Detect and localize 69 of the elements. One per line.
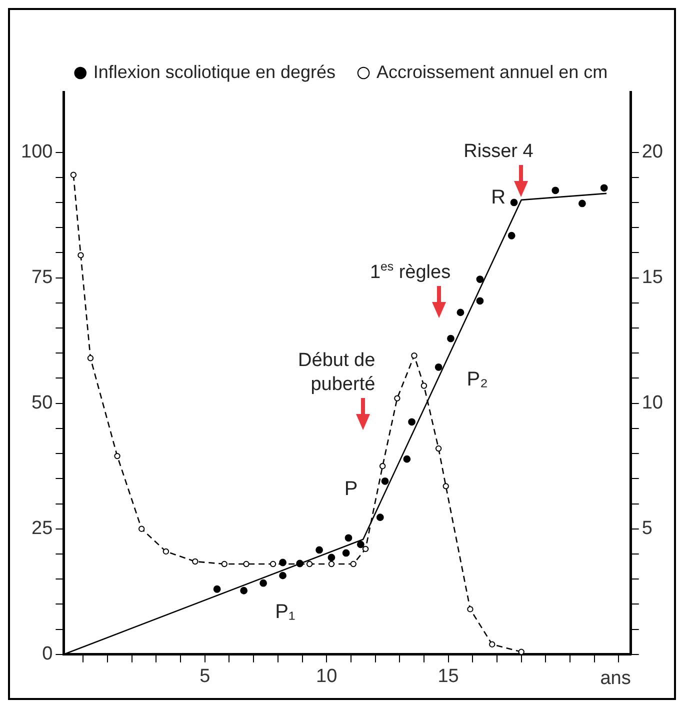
y2-tick-label: 20 — [642, 141, 664, 162]
point — [350, 560, 356, 568]
y-tick-label: 50 — [32, 392, 53, 414]
y-tick-label: 25 — [32, 518, 53, 540]
y-tick-label: 75 — [32, 267, 53, 288]
point — [342, 549, 350, 557]
point — [260, 579, 268, 587]
x-tick-label: 10 — [316, 666, 338, 688]
y2-tick-label: 10 — [642, 392, 664, 414]
point — [221, 560, 228, 568]
point — [243, 560, 250, 568]
point — [476, 297, 484, 305]
point — [192, 558, 198, 565]
y-tick-label: 0 — [42, 644, 53, 665]
point — [403, 455, 411, 463]
point — [376, 514, 384, 522]
point — [394, 395, 400, 402]
legend-label: Accroissement annuel en cm — [376, 62, 608, 82]
point — [420, 382, 428, 389]
point — [279, 572, 286, 580]
point — [456, 308, 464, 316]
legend-label: Inflexion scoliotique en degrés — [93, 62, 336, 82]
point — [476, 276, 484, 283]
point — [411, 352, 418, 359]
point — [381, 477, 389, 485]
point — [114, 452, 120, 460]
y-tick-label: 100 — [21, 141, 53, 162]
point — [489, 641, 496, 648]
point — [328, 554, 336, 562]
point — [552, 186, 560, 194]
point — [306, 560, 313, 568]
annotation: Début de puberté — [298, 350, 376, 395]
point — [508, 232, 516, 240]
annotation: P₂ — [466, 368, 488, 391]
point — [70, 172, 77, 178]
point — [467, 606, 474, 612]
y2-tick-label: 15 — [642, 267, 664, 288]
point — [434, 363, 442, 371]
x-axis-title: ans — [600, 668, 631, 689]
annotation: R — [491, 186, 506, 208]
point — [138, 526, 145, 532]
point — [510, 198, 518, 206]
point — [442, 483, 449, 490]
point — [296, 560, 304, 568]
annotation: P₁ — [275, 601, 296, 624]
point — [213, 585, 221, 593]
point — [279, 558, 286, 566]
point — [344, 534, 352, 542]
point — [87, 355, 94, 362]
x-tick-label: 5 — [200, 666, 210, 688]
annotation: Risser 4 — [464, 140, 534, 162]
point — [356, 540, 364, 548]
y2-tick-label: 5 — [642, 518, 652, 540]
point — [328, 560, 335, 568]
point — [600, 184, 608, 192]
point — [78, 252, 84, 258]
point — [162, 548, 170, 555]
point — [316, 546, 323, 554]
point — [518, 648, 524, 654]
point — [447, 334, 454, 342]
point — [408, 418, 416, 426]
point — [435, 445, 442, 452]
x-tick-label: 15 — [438, 666, 459, 688]
annotation: P — [344, 478, 358, 500]
point — [379, 462, 386, 470]
point — [578, 200, 586, 208]
point — [240, 586, 248, 594]
point — [362, 546, 369, 552]
point — [270, 560, 276, 568]
